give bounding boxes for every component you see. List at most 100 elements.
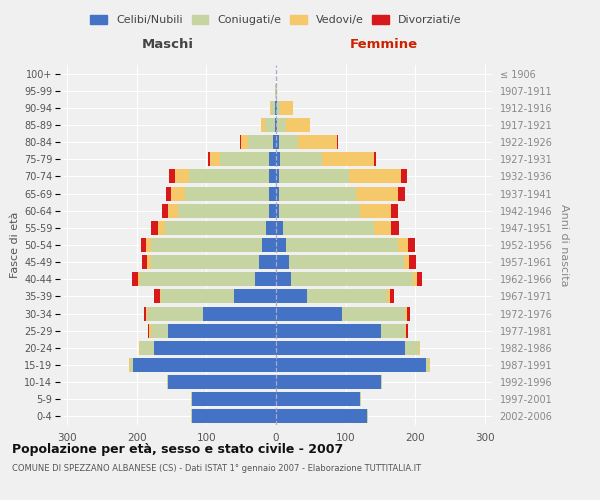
Bar [255, 272, 276, 286]
Text: COMUNE DI SPEZZANO ALBANESE (CS) - Dati ISTAT 1° gennaio 2007 - Elaborazione TUT: COMUNE DI SPEZZANO ALBANESE (CS) - Dati … [12, 464, 421, 473]
Bar [149, 324, 151, 338]
Bar [210, 152, 220, 166]
Bar [168, 375, 276, 389]
Bar [151, 324, 168, 338]
Bar [133, 358, 276, 372]
Bar [191, 392, 193, 406]
Bar [367, 410, 368, 424]
Bar [133, 272, 138, 286]
Bar [409, 255, 416, 269]
Text: Maschi: Maschi [142, 38, 194, 52]
Legend: Celibi/Nubili, Coniugati/e, Vedovi/e, Divorziati/e: Celibi/Nubili, Coniugati/e, Vedovi/e, Di… [86, 10, 466, 30]
Bar [298, 135, 337, 149]
Bar [276, 392, 359, 406]
Bar [342, 306, 405, 320]
Bar [241, 135, 248, 149]
Bar [349, 170, 401, 183]
Bar [322, 152, 374, 166]
Bar [307, 290, 388, 304]
Bar [271, 101, 275, 115]
Bar [280, 204, 359, 218]
Bar [163, 204, 168, 218]
Bar [172, 186, 185, 200]
Bar [169, 170, 175, 183]
Bar [280, 186, 356, 200]
Bar [276, 324, 380, 338]
Bar [398, 238, 409, 252]
Bar [262, 238, 276, 252]
Bar [398, 186, 405, 200]
Bar [138, 272, 140, 286]
Bar [269, 152, 276, 166]
Bar [147, 255, 151, 269]
Bar [280, 152, 322, 166]
Bar [140, 272, 255, 286]
Bar [151, 255, 259, 269]
Bar [269, 186, 276, 200]
Bar [374, 152, 376, 166]
Bar [280, 170, 349, 183]
Bar [359, 392, 361, 406]
Bar [164, 221, 266, 235]
Bar [374, 221, 391, 235]
Bar [388, 290, 390, 304]
Bar [148, 324, 149, 338]
Bar [146, 238, 151, 252]
Y-axis label: Anni di nascita: Anni di nascita [559, 204, 569, 286]
Bar [292, 272, 413, 286]
Bar [193, 410, 276, 424]
Bar [262, 118, 265, 132]
Bar [413, 272, 417, 286]
Bar [259, 255, 276, 269]
Bar [143, 306, 146, 320]
Bar [280, 101, 293, 115]
Bar [151, 238, 262, 252]
Bar [193, 392, 276, 406]
Bar [283, 221, 374, 235]
Bar [405, 341, 419, 355]
Bar [208, 152, 210, 166]
Bar [401, 170, 407, 183]
Bar [276, 410, 367, 424]
Bar [276, 186, 280, 200]
Bar [269, 170, 276, 183]
Bar [161, 290, 234, 304]
Bar [269, 204, 276, 218]
Bar [359, 204, 391, 218]
Bar [240, 135, 241, 149]
Bar [289, 255, 404, 269]
Bar [275, 101, 276, 115]
Bar [168, 204, 178, 218]
Bar [409, 238, 415, 252]
Bar [185, 186, 269, 200]
Bar [154, 341, 276, 355]
Bar [189, 170, 269, 183]
Bar [270, 101, 271, 115]
Bar [337, 135, 338, 149]
Bar [147, 306, 203, 320]
Bar [417, 272, 422, 286]
Bar [203, 306, 276, 320]
Bar [390, 290, 394, 304]
Bar [276, 290, 307, 304]
Bar [426, 358, 429, 372]
Bar [276, 84, 277, 98]
Bar [406, 324, 409, 338]
Bar [276, 170, 280, 183]
Bar [276, 272, 292, 286]
Bar [405, 306, 407, 320]
Bar [276, 306, 342, 320]
Bar [168, 324, 276, 338]
Bar [276, 152, 280, 166]
Bar [380, 375, 382, 389]
Text: Femmine: Femmine [350, 38, 418, 52]
Y-axis label: Fasce di età: Fasce di età [10, 212, 20, 278]
Bar [146, 306, 147, 320]
Bar [160, 290, 161, 304]
Bar [234, 290, 276, 304]
Bar [286, 238, 398, 252]
Bar [154, 290, 160, 304]
Bar [175, 170, 189, 183]
Bar [276, 204, 280, 218]
Bar [220, 152, 269, 166]
